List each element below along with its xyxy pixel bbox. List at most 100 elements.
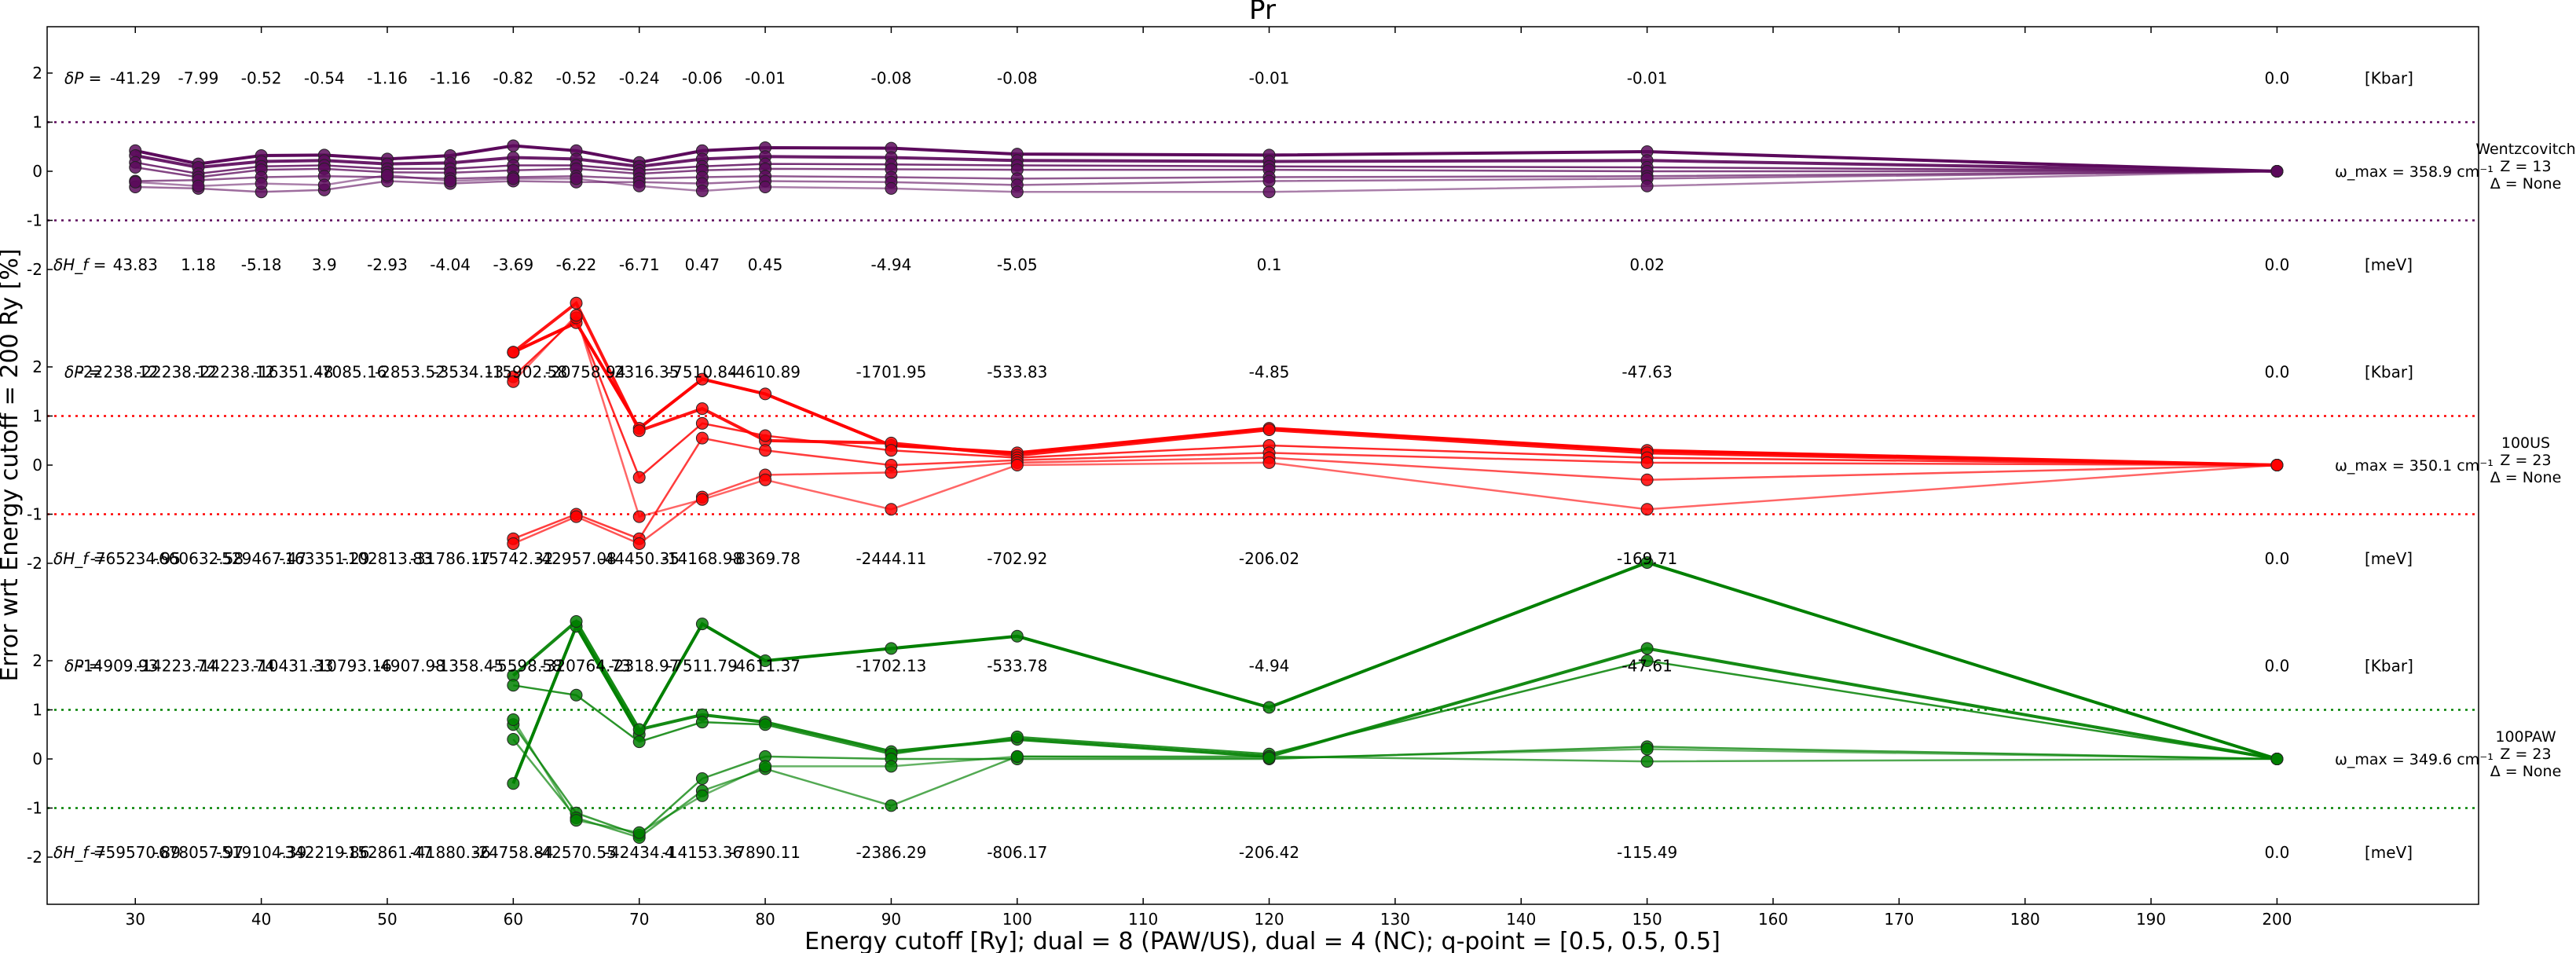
series-line [511,560,2277,785]
dh-unit: [meV] [2365,843,2413,862]
x-tick-label: 40 [251,910,271,929]
side-label: Δ = None [2490,469,2562,486]
data-point [1010,730,1024,743]
x-tick-label: 100 [1002,910,1032,929]
series-5 [507,309,2284,523]
dp-label: δP = [64,68,101,87]
data-point [695,716,709,729]
x-tick-label: 110 [1128,910,1158,929]
x-tick-label: 90 [881,910,901,929]
data-point [1010,459,1024,471]
y-axis-label: Error wrt Energy cutoff = 200 Ry [%] [0,248,24,681]
data-point [759,181,772,193]
dh-value: 0.0 [2265,843,2290,862]
side-label: Δ = None [2490,175,2562,192]
data-point [507,172,520,185]
omega-label: ω_max = 358.9 cm⁻¹ [2335,163,2494,181]
side-label: Δ = None [2490,763,2562,780]
data-point [759,718,772,731]
data-point [632,179,646,192]
data-point [507,375,520,388]
data-point [1640,456,1654,469]
dh-value: 0.1 [1257,255,1282,274]
data-point [570,814,583,827]
dp-unit: [Kbar] [2365,656,2413,675]
dp-value: -10431.33 [253,656,334,675]
data-point [380,169,394,181]
chart-title: Pr [1249,0,1276,26]
dh-value: -7890.11 [730,843,801,862]
dp-value: -14223.74 [194,656,275,675]
dh-value: -2444.11 [856,549,926,568]
dp-value: -320764.73 [540,656,630,675]
data-point [507,713,520,726]
data-point [1640,755,1654,768]
side-label: Z = 13 [2500,158,2551,175]
dh-value: -6.71 [619,255,660,274]
x-tick-label: 140 [1506,910,1536,929]
dh-value: -14168.98 [662,549,743,568]
series-line [135,161,2277,175]
data-point [759,429,772,442]
dh-value: -8369.78 [730,549,801,568]
series-line [512,437,2277,541]
y-tick-label: 2 [32,64,42,82]
x-tick-label: 180 [2010,910,2040,929]
dp-value: -2316.35 [609,362,680,381]
side-label: Z = 23 [2500,452,2551,469]
dh-value: -102813.83 [342,549,432,568]
series-1 [507,615,2284,765]
dp-value: -1358.45 [433,656,504,675]
data-point [759,760,772,773]
dp-label: δP = [64,362,101,381]
dp-value: -15902.58 [486,362,567,381]
dh-value: 1.18 [181,255,216,274]
data-point [695,493,709,506]
data-point [444,174,457,188]
series-line [512,316,2277,479]
y-tick-label: -1 [27,505,42,524]
y-tick-label: -2 [27,260,42,279]
panel-1 [47,296,2479,550]
series-6 [129,165,2284,199]
dp-value: -3534.13 [433,362,504,381]
data-point [759,387,772,401]
dh-value: 43.83 [113,255,158,274]
plot-area [47,121,2479,844]
y-tick-label: 0 [32,456,42,475]
data-point [632,723,646,736]
dp-value: -7511.79 [667,656,738,675]
dp-value: -47.63 [1621,362,1672,381]
dh-value: -660632.58 [153,549,244,568]
side-label: Z = 23 [2500,746,2551,763]
dh-value: -115.49 [1617,843,1677,862]
series-line [512,313,2277,519]
data-point [317,178,331,192]
dp-value: -22238.12 [136,362,217,381]
dh-unit: [meV] [2365,549,2413,568]
omega-label: ω_max = 349.6 cm⁻¹ [2335,751,2494,768]
series-line [512,456,2277,545]
dp-value: -533.83 [987,362,1047,381]
dp-value: -5598.58 [492,656,562,675]
series-line [134,154,2277,173]
dp-value: -22238.12 [194,362,275,381]
data-point [129,161,142,174]
data-point [759,444,772,457]
series-line [511,618,2277,761]
y-tick-label: 1 [32,113,42,132]
data-point [570,172,583,185]
data-point [695,372,709,386]
series-line [512,719,2277,834]
x-tick-label: 60 [504,910,523,929]
data-point [632,510,646,523]
series-line [135,166,2277,178]
side-label: 100US [2501,434,2550,452]
data-point [2270,459,2284,471]
dh-value: -4.94 [871,255,912,274]
dp-value: -1701.95 [856,362,926,381]
series-line [513,659,2277,761]
data-point [507,537,520,550]
dh-value: 3.9 [312,255,337,274]
data-point [1262,423,1276,436]
